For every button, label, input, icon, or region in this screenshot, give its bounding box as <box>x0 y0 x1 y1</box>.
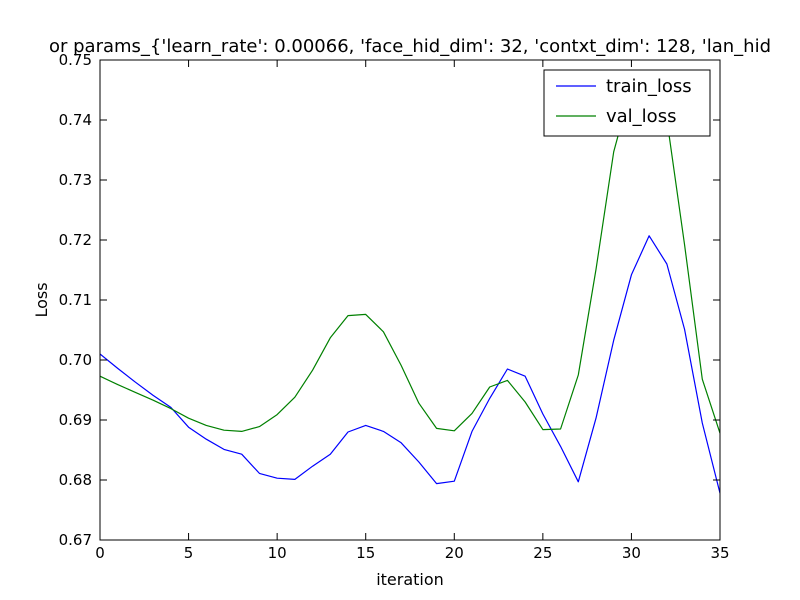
legend-label: val_loss <box>606 106 676 127</box>
y-tick-label: 0.74 <box>59 111 92 129</box>
y-tick-label: 0.67 <box>59 531 92 549</box>
y-tick-label: 0.72 <box>59 231 92 249</box>
y-tick-label: 0.69 <box>59 411 92 429</box>
legend-label: train_loss <box>606 76 692 97</box>
y-tick-label: 0.71 <box>59 291 92 309</box>
x-tick-label: 20 <box>445 544 464 562</box>
x-tick-label: 10 <box>268 544 287 562</box>
y-tick-label: 0.70 <box>59 351 92 369</box>
series-layer <box>100 72 720 494</box>
x-tick-label: 0 <box>95 544 105 562</box>
x-tick-label: 35 <box>710 544 729 562</box>
y-tick-label: 0.73 <box>59 171 92 189</box>
chart-title: or params_{'learn_rate': 0.00066, 'face_… <box>49 36 771 57</box>
y-axis-label: Loss <box>32 282 51 317</box>
y-tick-label: 0.68 <box>59 471 92 489</box>
x-tick-label: 5 <box>184 544 194 562</box>
x-axis-label: iteration <box>376 570 444 589</box>
legend: train_loss val_loss <box>543 69 711 137</box>
series-line-train-loss <box>100 235 720 494</box>
y-tick-label: 0.75 <box>59 51 92 69</box>
x-tick-label: 15 <box>356 544 375 562</box>
series-line-val-loss <box>100 72 720 434</box>
x-tick-label: 30 <box>622 544 641 562</box>
legend-box <box>543 69 711 137</box>
x-tick-label: 25 <box>533 544 552 562</box>
ticks-layer: 0 5 10 15 20 25 30 35 0.67 0.68 0.69 0.70 0.71 0.72 0.… <box>59 51 730 562</box>
